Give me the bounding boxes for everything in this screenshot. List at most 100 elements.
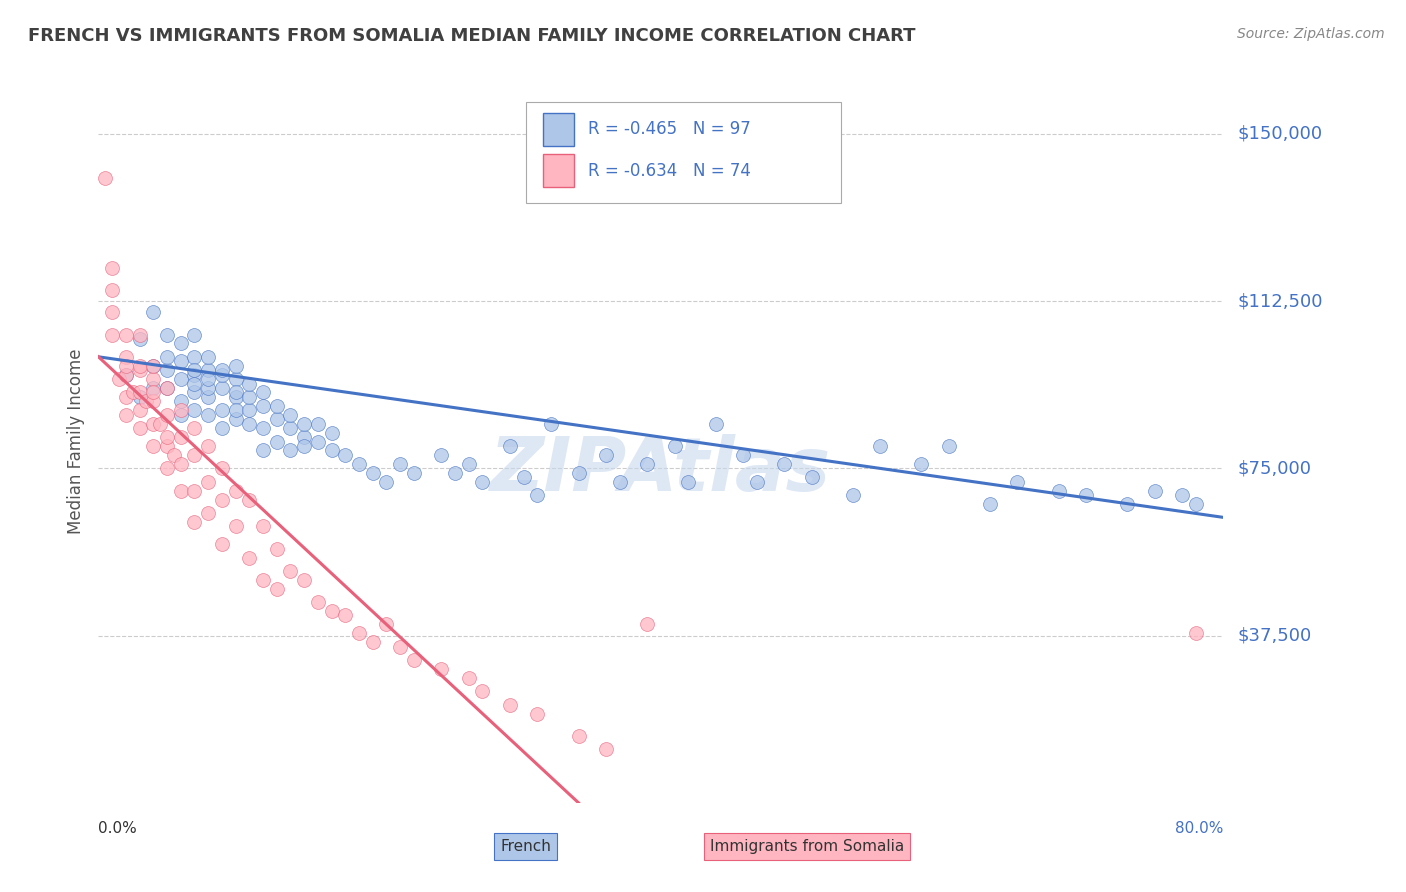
Point [280,421,302,435]
Point [170,394,193,409]
Point [115,408,138,422]
Point [375,475,398,489]
Point [910,457,932,471]
Point [197,439,219,453]
Point [238,376,260,391]
Point [142,359,165,373]
Point [252,399,274,413]
Point [225,390,247,404]
Point [471,475,494,489]
Point [183,363,205,377]
Point [266,412,288,426]
Point [238,550,260,565]
Point [636,457,658,471]
Point [292,573,315,587]
Point [361,466,384,480]
Point [156,327,179,342]
Point [526,706,548,721]
Point [733,448,755,462]
Text: 0.0%: 0.0% [98,822,138,837]
Point [211,492,233,507]
Point [183,376,205,391]
Point [156,430,179,444]
Point [457,671,479,685]
FancyBboxPatch shape [526,102,841,203]
Point [128,385,150,400]
Point [211,403,233,417]
Point [664,439,686,453]
Point [307,417,329,431]
Point [292,417,315,431]
Point [280,564,302,578]
Point [457,457,479,471]
Point [979,497,1001,511]
Point [183,368,205,382]
Point [183,448,205,462]
Point [292,439,315,453]
Point [1184,626,1206,640]
Point [375,617,398,632]
Point [149,417,172,431]
Text: $150,000: $150,000 [1237,125,1322,143]
Point [800,470,823,484]
Point [128,363,150,377]
Point [142,305,165,319]
Point [211,363,233,377]
Point [595,448,617,462]
Point [156,350,179,364]
Point [1116,497,1139,511]
Point [163,448,186,462]
Point [170,457,193,471]
Point [335,608,357,623]
Point [211,381,233,395]
Point [156,381,179,395]
Point [225,359,247,373]
Text: $75,000: $75,000 [1237,459,1312,477]
Point [115,390,138,404]
Point [115,359,138,373]
Point [197,350,219,364]
Point [252,519,274,533]
Point [321,443,343,458]
Point [170,354,193,368]
Point [842,488,865,502]
Point [135,394,157,409]
Point [197,506,219,520]
Point [773,457,796,471]
Point [225,519,247,533]
Text: $112,500: $112,500 [1237,292,1323,310]
Point [156,461,179,475]
Text: Source: ZipAtlas.com: Source: ZipAtlas.com [1237,27,1385,41]
Point [321,425,343,440]
Point [142,394,165,409]
Point [156,363,179,377]
Text: R = -0.465   N = 97: R = -0.465 N = 97 [588,120,751,138]
Point [156,439,179,453]
Point [347,457,370,471]
Point [170,372,193,386]
Point [238,403,260,417]
Point [197,390,219,404]
Point [128,359,150,373]
Point [142,417,165,431]
Point [225,385,247,400]
Point [1184,497,1206,511]
Point [307,595,329,609]
Point [197,372,219,386]
Point [156,381,179,395]
Point [389,457,412,471]
Point [1074,488,1097,502]
Point [567,729,589,743]
Point [636,617,658,632]
Point [430,448,453,462]
Point [183,421,205,435]
Point [101,305,124,319]
Point [321,604,343,618]
Point [211,537,233,551]
Point [183,483,205,498]
Point [142,381,165,395]
Point [183,327,205,342]
Text: $37,500: $37,500 [1237,626,1312,645]
Point [170,403,193,417]
Point [225,483,247,498]
